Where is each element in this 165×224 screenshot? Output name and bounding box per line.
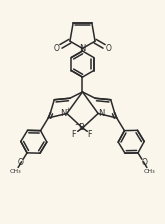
Text: N: N bbox=[98, 109, 105, 118]
Text: N: N bbox=[60, 109, 67, 118]
Text: −: − bbox=[75, 122, 81, 128]
Text: O: O bbox=[54, 44, 60, 53]
Text: F: F bbox=[87, 130, 92, 139]
Text: N: N bbox=[79, 44, 86, 53]
Text: F: F bbox=[72, 130, 76, 139]
Text: B: B bbox=[78, 123, 84, 132]
Text: +: + bbox=[65, 107, 70, 112]
Text: O: O bbox=[18, 158, 24, 167]
Text: O: O bbox=[141, 158, 147, 167]
Text: CH₃: CH₃ bbox=[144, 169, 155, 174]
Text: CH₃: CH₃ bbox=[10, 169, 21, 174]
Text: O: O bbox=[105, 44, 111, 53]
